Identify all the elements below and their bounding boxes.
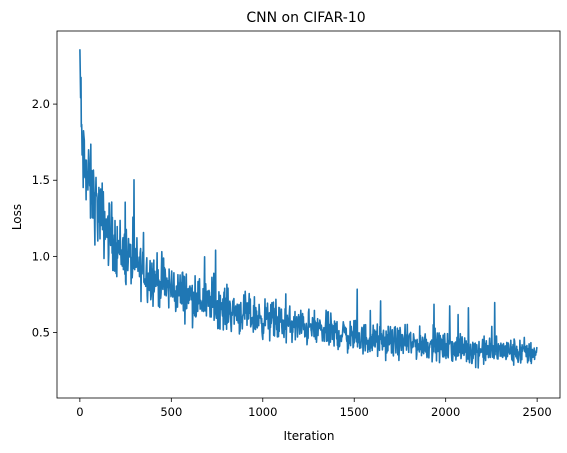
plot-area [56, 30, 561, 399]
x-tick-label: 0 [76, 405, 83, 419]
x-tick-label: 1500 [340, 405, 369, 419]
y-axis-label: Loss [10, 204, 24, 230]
x-axis-label: Iteration [284, 429, 335, 443]
x-tick-label: 2000 [431, 405, 460, 419]
y-tick-label: 2.0 [32, 97, 50, 111]
y-tick-label: 1.5 [32, 173, 50, 187]
x-axis-ticks: 0 500 1000 1500 2000 2500 [76, 398, 552, 419]
chart-title: CNN on CIFAR-10 [246, 10, 365, 26]
axes-frame [56, 30, 561, 399]
loss-series-line [79, 49, 538, 369]
y-tick-label: 0.5 [32, 326, 50, 340]
x-tick-label: 500 [160, 405, 182, 419]
y-axis-ticks: 0.5 1.0 1.5 2.0 [32, 97, 57, 340]
x-tick-label: 2500 [522, 405, 551, 419]
y-tick-label: 1.0 [32, 249, 50, 263]
x-tick-label: 1000 [248, 405, 277, 419]
